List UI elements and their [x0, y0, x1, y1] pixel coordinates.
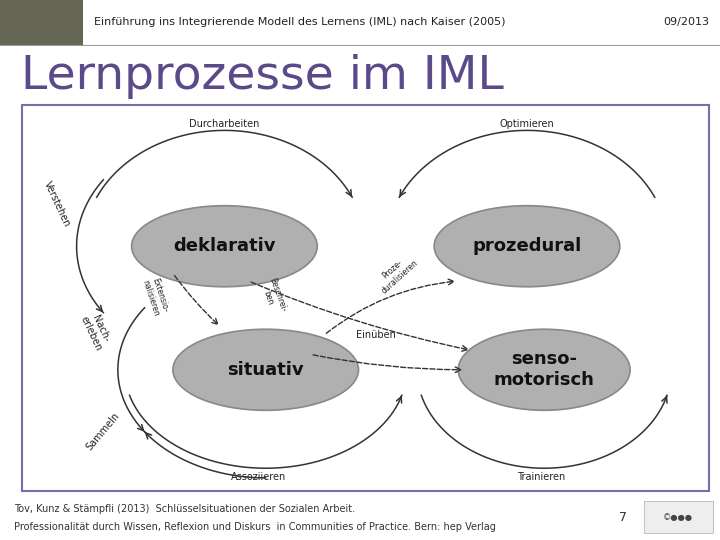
- Text: Durcharbeiten: Durcharbeiten: [189, 119, 260, 129]
- Bar: [0, 0, 83, 46]
- Text: Optimieren: Optimieren: [500, 119, 554, 129]
- Text: Verstehen: Verstehen: [42, 179, 72, 228]
- Text: Sammeln: Sammeln: [84, 411, 122, 453]
- Text: Einführung ins Integrierende Modell des Lernens (IML) nach Kaiser (2005): Einführung ins Integrierende Modell des …: [94, 17, 505, 27]
- Ellipse shape: [458, 329, 630, 410]
- Text: Tov, Kunz & Stämpfli (2013)  Schlüsselsituationen der Sozialen Arbeit.: Tov, Kunz & Stämpfli (2013) Schlüsselsit…: [14, 504, 356, 514]
- Ellipse shape: [434, 206, 620, 287]
- Text: 09/2013: 09/2013: [663, 17, 709, 27]
- Text: Professionalität durch Wissen, Reflexion und Diskurs  in Communities of Practice: Professionalität durch Wissen, Reflexion…: [14, 522, 496, 532]
- Text: Extensio-
nalisieren: Extensio- nalisieren: [140, 275, 171, 318]
- Ellipse shape: [173, 329, 359, 410]
- Text: Proze-
duralisieren: Proze- duralisieren: [373, 251, 420, 296]
- Text: Beschrei-
ben: Beschrei- ben: [257, 276, 288, 316]
- Text: deklarativ: deklarativ: [174, 237, 276, 255]
- Text: Lernprozesse im IML: Lernprozesse im IML: [22, 55, 504, 99]
- Text: prozedural: prozedural: [472, 237, 582, 255]
- Text: Nach-
erleben: Nach- erleben: [78, 310, 114, 353]
- Text: senso-
motorisch: senso- motorisch: [494, 350, 595, 389]
- Text: Assoziieren: Assoziieren: [231, 472, 287, 482]
- Text: ©●●●: ©●●●: [663, 512, 693, 522]
- Text: situativ: situativ: [228, 361, 304, 379]
- Ellipse shape: [132, 206, 318, 287]
- Text: Trainieren: Trainieren: [517, 472, 565, 482]
- Text: Einüben: Einüben: [356, 330, 396, 340]
- Text: 7: 7: [618, 511, 627, 524]
- Bar: [644, 501, 713, 533]
